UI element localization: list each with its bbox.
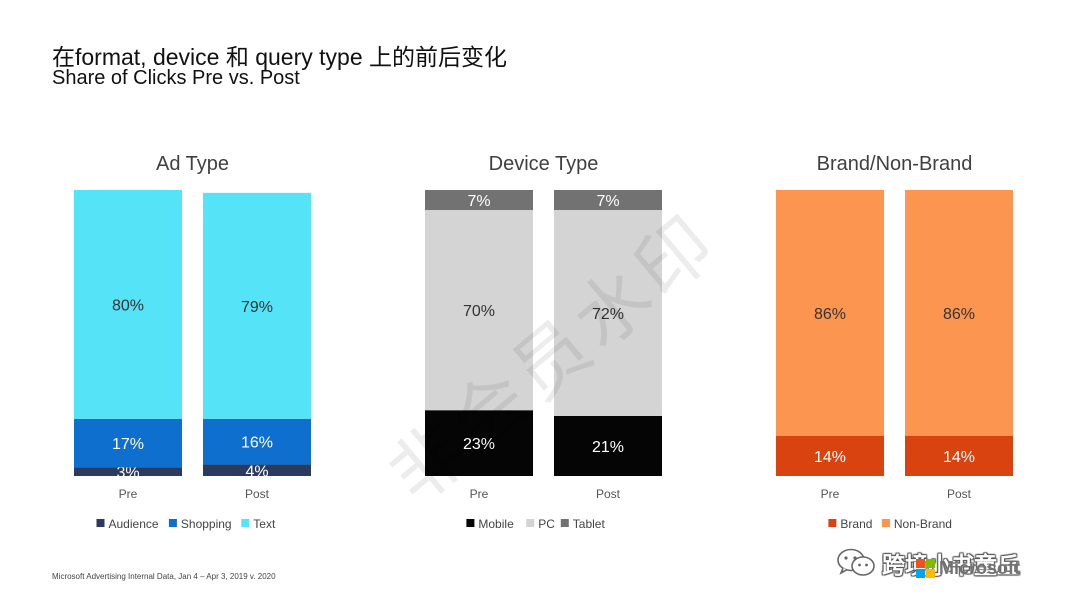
bar-segment: [776, 190, 884, 436]
logo-square-blue: [916, 569, 925, 578]
data-label: 23%: [463, 436, 495, 453]
x-tick-label: Post: [245, 487, 270, 501]
page-subtitle: Share of Clicks Pre vs. Post: [52, 67, 300, 89]
legend-label: Tablet: [573, 517, 606, 531]
bar-segment: [203, 192, 311, 419]
data-label: 72%: [592, 306, 624, 323]
data-label: 70%: [463, 303, 495, 320]
data-label: 14%: [814, 449, 846, 466]
legend-label: Brand: [840, 517, 872, 531]
logo-square-yellow: [926, 569, 935, 578]
chart-title: Device Type: [489, 153, 599, 175]
legend-swatch: [560, 519, 569, 527]
bar-segment: [554, 210, 662, 416]
wechat-account-name: 跨境小书童丘: [882, 552, 1020, 578]
legend-label: Text: [253, 517, 276, 531]
chart-title: Ad Type: [156, 153, 229, 175]
data-label: 7%: [467, 193, 490, 210]
data-label: 80%: [112, 297, 144, 314]
bar-segment: [425, 210, 533, 411]
footnote: Microsoft Advertising Internal Data, Jan…: [52, 572, 276, 581]
bar-segment: [425, 410, 533, 476]
legend-swatch: [828, 519, 837, 527]
page-title: 在format, device 和 query type 上的前后变化: [52, 44, 508, 70]
legend-swatch: [466, 519, 475, 527]
bar-segment: [74, 418, 182, 468]
x-tick-label: Pre: [119, 487, 138, 501]
legend-label: Mobile: [478, 517, 514, 531]
chart-title: Brand/Non-Brand: [817, 153, 973, 175]
data-label: 4%: [245, 463, 268, 480]
wechat-account: 跨境小书童丘: [836, 546, 1020, 580]
data-label: 79%: [241, 299, 273, 316]
bar-segment: [425, 190, 533, 211]
data-label: 86%: [814, 306, 846, 323]
logo-square-green: [926, 559, 935, 568]
logo-square-red: [916, 559, 925, 568]
data-label: 21%: [592, 439, 624, 456]
legend-swatch: [526, 519, 535, 527]
legend-label: Audience: [109, 517, 159, 531]
legend-swatch: [881, 519, 890, 527]
bar-segment: [554, 190, 662, 211]
bar-segment: [74, 467, 182, 476]
bar-segment: [905, 435, 1013, 476]
microsoft-logo-text: Microsoft: [939, 558, 1020, 578]
data-label: 17%: [112, 436, 144, 453]
wechat-icon: [837, 548, 875, 576]
data-label: 7%: [596, 193, 619, 210]
bar-segment: [776, 435, 884, 476]
x-tick-label: Pre: [470, 487, 489, 501]
bar-segment: [554, 415, 662, 476]
legend-label: PC: [538, 517, 555, 531]
bar-segment: [905, 190, 1013, 436]
bar-segment: [74, 190, 182, 419]
legend-swatch: [168, 519, 177, 527]
bar-segment: [203, 464, 311, 476]
legend-label: Shopping: [181, 517, 232, 531]
x-tick-label: Post: [947, 487, 972, 501]
data-label: 16%: [241, 435, 273, 452]
x-tick-label: Post: [596, 487, 621, 501]
data-label: 3%: [116, 465, 139, 482]
x-tick-label: Pre: [821, 487, 840, 501]
data-label: 14%: [943, 449, 975, 466]
legend-label: Non-Brand: [894, 517, 952, 531]
legend-swatch: [96, 519, 105, 527]
bar-segment: [203, 418, 311, 465]
data-label: 86%: [943, 306, 975, 323]
microsoft-logo: Microsoft: [916, 558, 1020, 579]
legend-swatch: [241, 519, 250, 527]
microsoft-logo-icon: [916, 559, 935, 578]
